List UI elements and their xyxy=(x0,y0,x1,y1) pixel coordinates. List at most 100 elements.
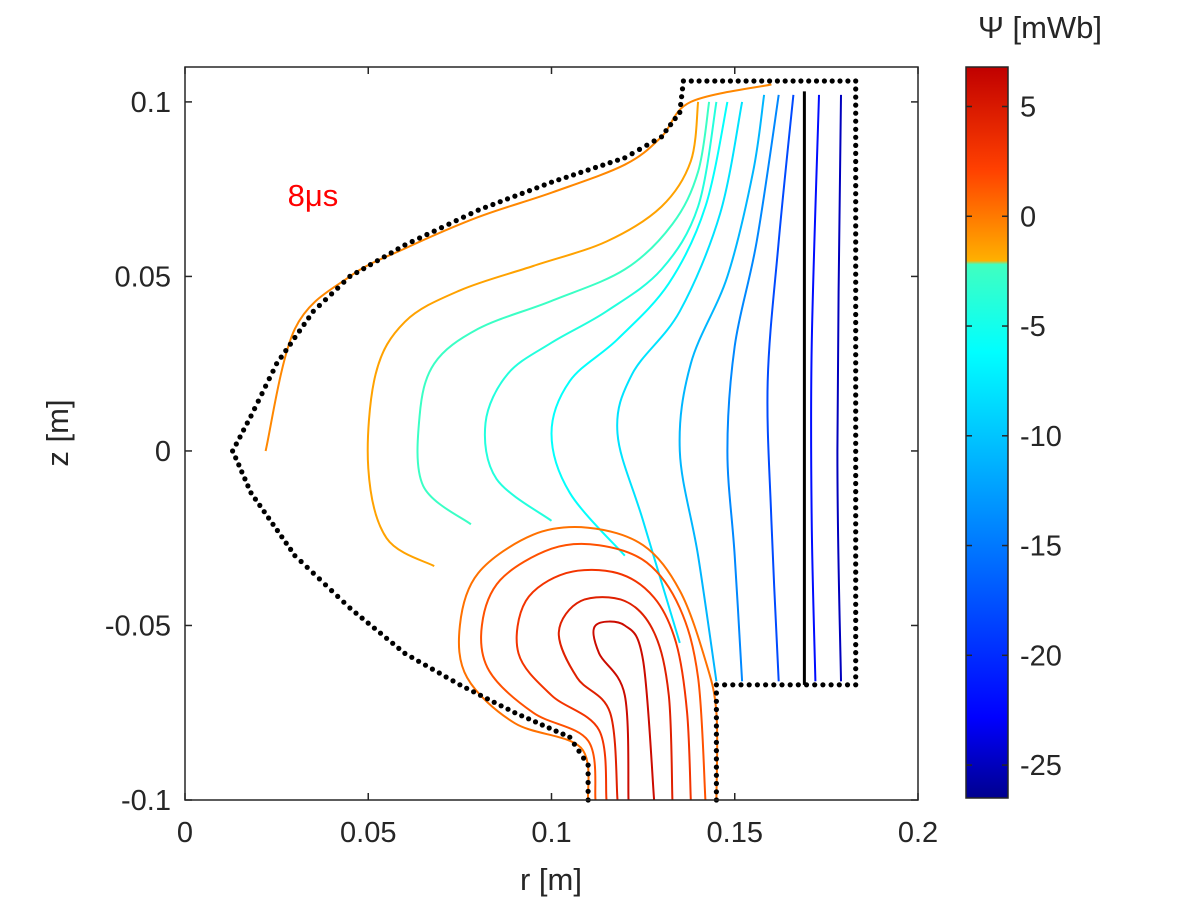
boundary-dot-244 xyxy=(436,670,442,676)
boundary-dot-159 xyxy=(490,201,496,208)
boundary-dot-90 xyxy=(853,207,859,213)
boundary-dot-154 xyxy=(526,188,533,194)
time-annotation: 8μs xyxy=(288,178,339,213)
boundary-dot-44 xyxy=(853,577,859,583)
boundary-dot-107 xyxy=(845,78,851,84)
negative-flux-contour-1 xyxy=(366,101,700,567)
negative-flux-contour-6 xyxy=(678,94,766,682)
boundary-dot-168 xyxy=(424,231,430,238)
negative-flux-contour-2 xyxy=(416,101,711,526)
x-tick-label-2: 0.1 xyxy=(531,817,571,849)
boundary-dot-158 xyxy=(497,199,503,205)
boundary-dot-124 xyxy=(712,78,718,84)
boundary-dot-4 xyxy=(713,764,720,770)
boundary-dot-60 xyxy=(853,448,859,454)
boundary-dot-28 xyxy=(828,682,834,688)
boundary-dot-8 xyxy=(713,731,720,737)
boundary-dot-242 xyxy=(422,662,429,668)
negative-flux-contour-5 xyxy=(616,101,744,644)
boundary-dot-127 xyxy=(688,78,694,84)
x-tick-label-1: 0.05 xyxy=(340,817,396,849)
boundary-dot-219 xyxy=(283,540,289,546)
boundary-dot-192 xyxy=(278,354,284,360)
boundary-dot-174 xyxy=(381,254,387,260)
boundary-dot-77 xyxy=(853,311,859,318)
y-tick-label-2: 0 xyxy=(155,436,171,468)
boundary-dot-171 xyxy=(402,242,408,248)
boundary-dot-109 xyxy=(829,78,835,84)
boundary-dot-196 xyxy=(263,383,269,389)
boundary-dot-19 xyxy=(754,682,761,688)
boundary-dot-209 xyxy=(242,476,248,482)
boundary-dot-254 xyxy=(505,706,511,712)
boundary-dot-226 xyxy=(322,582,329,588)
boundary-dot-177 xyxy=(361,266,367,272)
positive-flux-contour-4 xyxy=(592,620,656,800)
boundary-dot-64 xyxy=(853,416,859,422)
boundary-dot-186 xyxy=(306,315,312,321)
boundary-dot-211 xyxy=(248,490,254,496)
boundary-dot-89 xyxy=(853,215,859,221)
boundary-dot-9 xyxy=(713,723,720,729)
boundary-dot-54 xyxy=(853,497,859,503)
boundary-dot-2 xyxy=(713,780,720,787)
boundary-dot-50 xyxy=(853,529,859,535)
boundary-dot-200 xyxy=(248,413,254,419)
boundary-dot-184 xyxy=(316,302,322,309)
boundary-dot-224 xyxy=(310,570,316,576)
boundary-dot-214 xyxy=(261,509,267,515)
colorbar xyxy=(965,66,1009,799)
boundary-dot-256 xyxy=(519,713,525,719)
boundary-dot-37 xyxy=(853,633,859,640)
boundary-dot-157 xyxy=(504,196,511,202)
colorbar-tick-label-0: 5 xyxy=(1020,92,1036,124)
boundary-dot-30 xyxy=(844,682,851,688)
boundary-dot-139 xyxy=(636,146,643,152)
boundary-dot-265 xyxy=(576,748,582,754)
boundary-dot-183 xyxy=(322,297,329,303)
boundary-dot-247 xyxy=(457,682,463,688)
boundary-dot-24 xyxy=(795,682,801,688)
boundary-dot-96 xyxy=(853,158,859,165)
boundary-dot-91 xyxy=(853,199,859,205)
negative-flux-contour-3 xyxy=(483,101,718,522)
x-axis-label: r [m] xyxy=(520,862,582,897)
boundary-dot-49 xyxy=(853,537,859,543)
boundary-dot-176 xyxy=(367,262,374,268)
boundary-dot-129 xyxy=(679,86,686,92)
boundary-dot-100 xyxy=(853,126,859,132)
boundary-dot-5 xyxy=(713,756,720,762)
x-tick-label-4: 0.2 xyxy=(898,817,938,849)
y-tick-label-3: 0.05 xyxy=(115,261,171,293)
boundary-dot-98 xyxy=(853,142,859,148)
boundary-dot-13 xyxy=(713,690,720,696)
boundary-dot-270 xyxy=(585,788,591,794)
boundary-dot-230 xyxy=(347,605,353,611)
boundary-dot-255 xyxy=(512,710,518,716)
boundary-dot-240 xyxy=(409,654,415,660)
boundary-dot-52 xyxy=(853,513,859,519)
boundary-dot-161 xyxy=(475,207,481,213)
boundary-dot-204 xyxy=(233,441,239,447)
boundary-dot-70 xyxy=(853,368,859,374)
boundary-dot-194 xyxy=(270,368,276,374)
boundary-dot-248 xyxy=(464,685,470,691)
boundary-dot-199 xyxy=(252,406,258,412)
boundary-dot-111 xyxy=(813,78,820,84)
boundary-dot-135 xyxy=(663,128,669,134)
boundary-dot-133 xyxy=(672,115,678,122)
boundary-dot-175 xyxy=(374,258,380,264)
boundary-dot-11 xyxy=(713,706,720,713)
boundary-dot-217 xyxy=(274,527,280,534)
boundary-dot-229 xyxy=(341,599,347,605)
boundary-dot-78 xyxy=(853,303,859,309)
boundary-dot-105 xyxy=(853,86,859,92)
boundary-dot-94 xyxy=(853,175,859,181)
boundary-dot-36 xyxy=(853,642,859,648)
boundary-dot-145 xyxy=(592,164,599,171)
negative-flux-contour-9 xyxy=(810,94,820,682)
boundary-dot-137 xyxy=(651,138,657,144)
positive-flux-contour-2 xyxy=(515,568,692,800)
boundary-dot-191 xyxy=(283,348,289,354)
